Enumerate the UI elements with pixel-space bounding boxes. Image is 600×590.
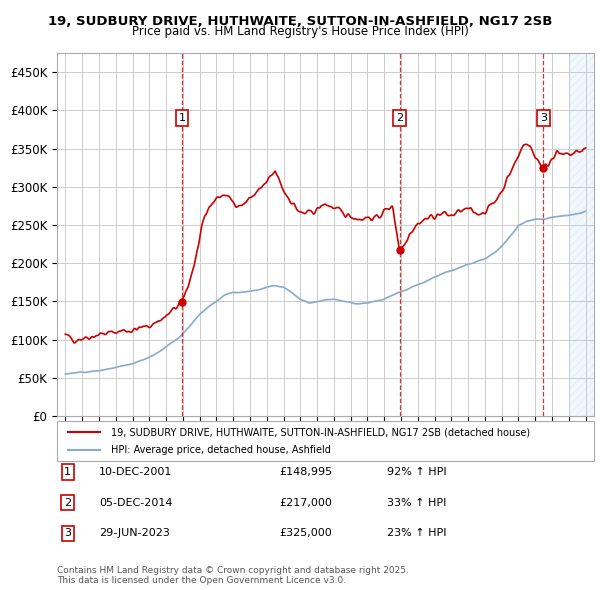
Text: 3: 3 (540, 113, 547, 123)
Text: 2: 2 (64, 498, 71, 507)
Bar (569, 53, 594, 416)
Text: HPI: Average price, detached house, Ashfield: HPI: Average price, detached house, Ashf… (111, 445, 331, 455)
Text: 19, SUDBURY DRIVE, HUTHWAITE, SUTTON-IN-ASHFIELD, NG17 2SB: 19, SUDBURY DRIVE, HUTHWAITE, SUTTON-IN-… (48, 15, 552, 28)
Text: 05-DEC-2014: 05-DEC-2014 (99, 498, 173, 507)
Text: 19, SUDBURY DRIVE, HUTHWAITE, SUTTON-IN-ASHFIELD, NG17 2SB (detached house): 19, SUDBURY DRIVE, HUTHWAITE, SUTTON-IN-… (111, 428, 530, 438)
Text: 1: 1 (64, 467, 71, 477)
Text: £217,000: £217,000 (279, 498, 332, 507)
Text: Contains HM Land Registry data © Crown copyright and database right 2025.
This d: Contains HM Land Registry data © Crown c… (57, 566, 409, 585)
Text: 29-JUN-2023: 29-JUN-2023 (99, 529, 170, 538)
Text: 23% ↑ HPI: 23% ↑ HPI (387, 529, 446, 538)
Text: 92% ↑ HPI: 92% ↑ HPI (387, 467, 446, 477)
Text: Price paid vs. HM Land Registry's House Price Index (HPI): Price paid vs. HM Land Registry's House … (131, 25, 469, 38)
Text: 2: 2 (396, 113, 403, 123)
FancyBboxPatch shape (57, 421, 594, 461)
Text: £325,000: £325,000 (279, 529, 332, 538)
Text: 10-DEC-2001: 10-DEC-2001 (99, 467, 172, 477)
Text: £148,995: £148,995 (279, 467, 332, 477)
Text: 33% ↑ HPI: 33% ↑ HPI (387, 498, 446, 507)
Text: 1: 1 (178, 113, 185, 123)
Text: 3: 3 (64, 529, 71, 538)
